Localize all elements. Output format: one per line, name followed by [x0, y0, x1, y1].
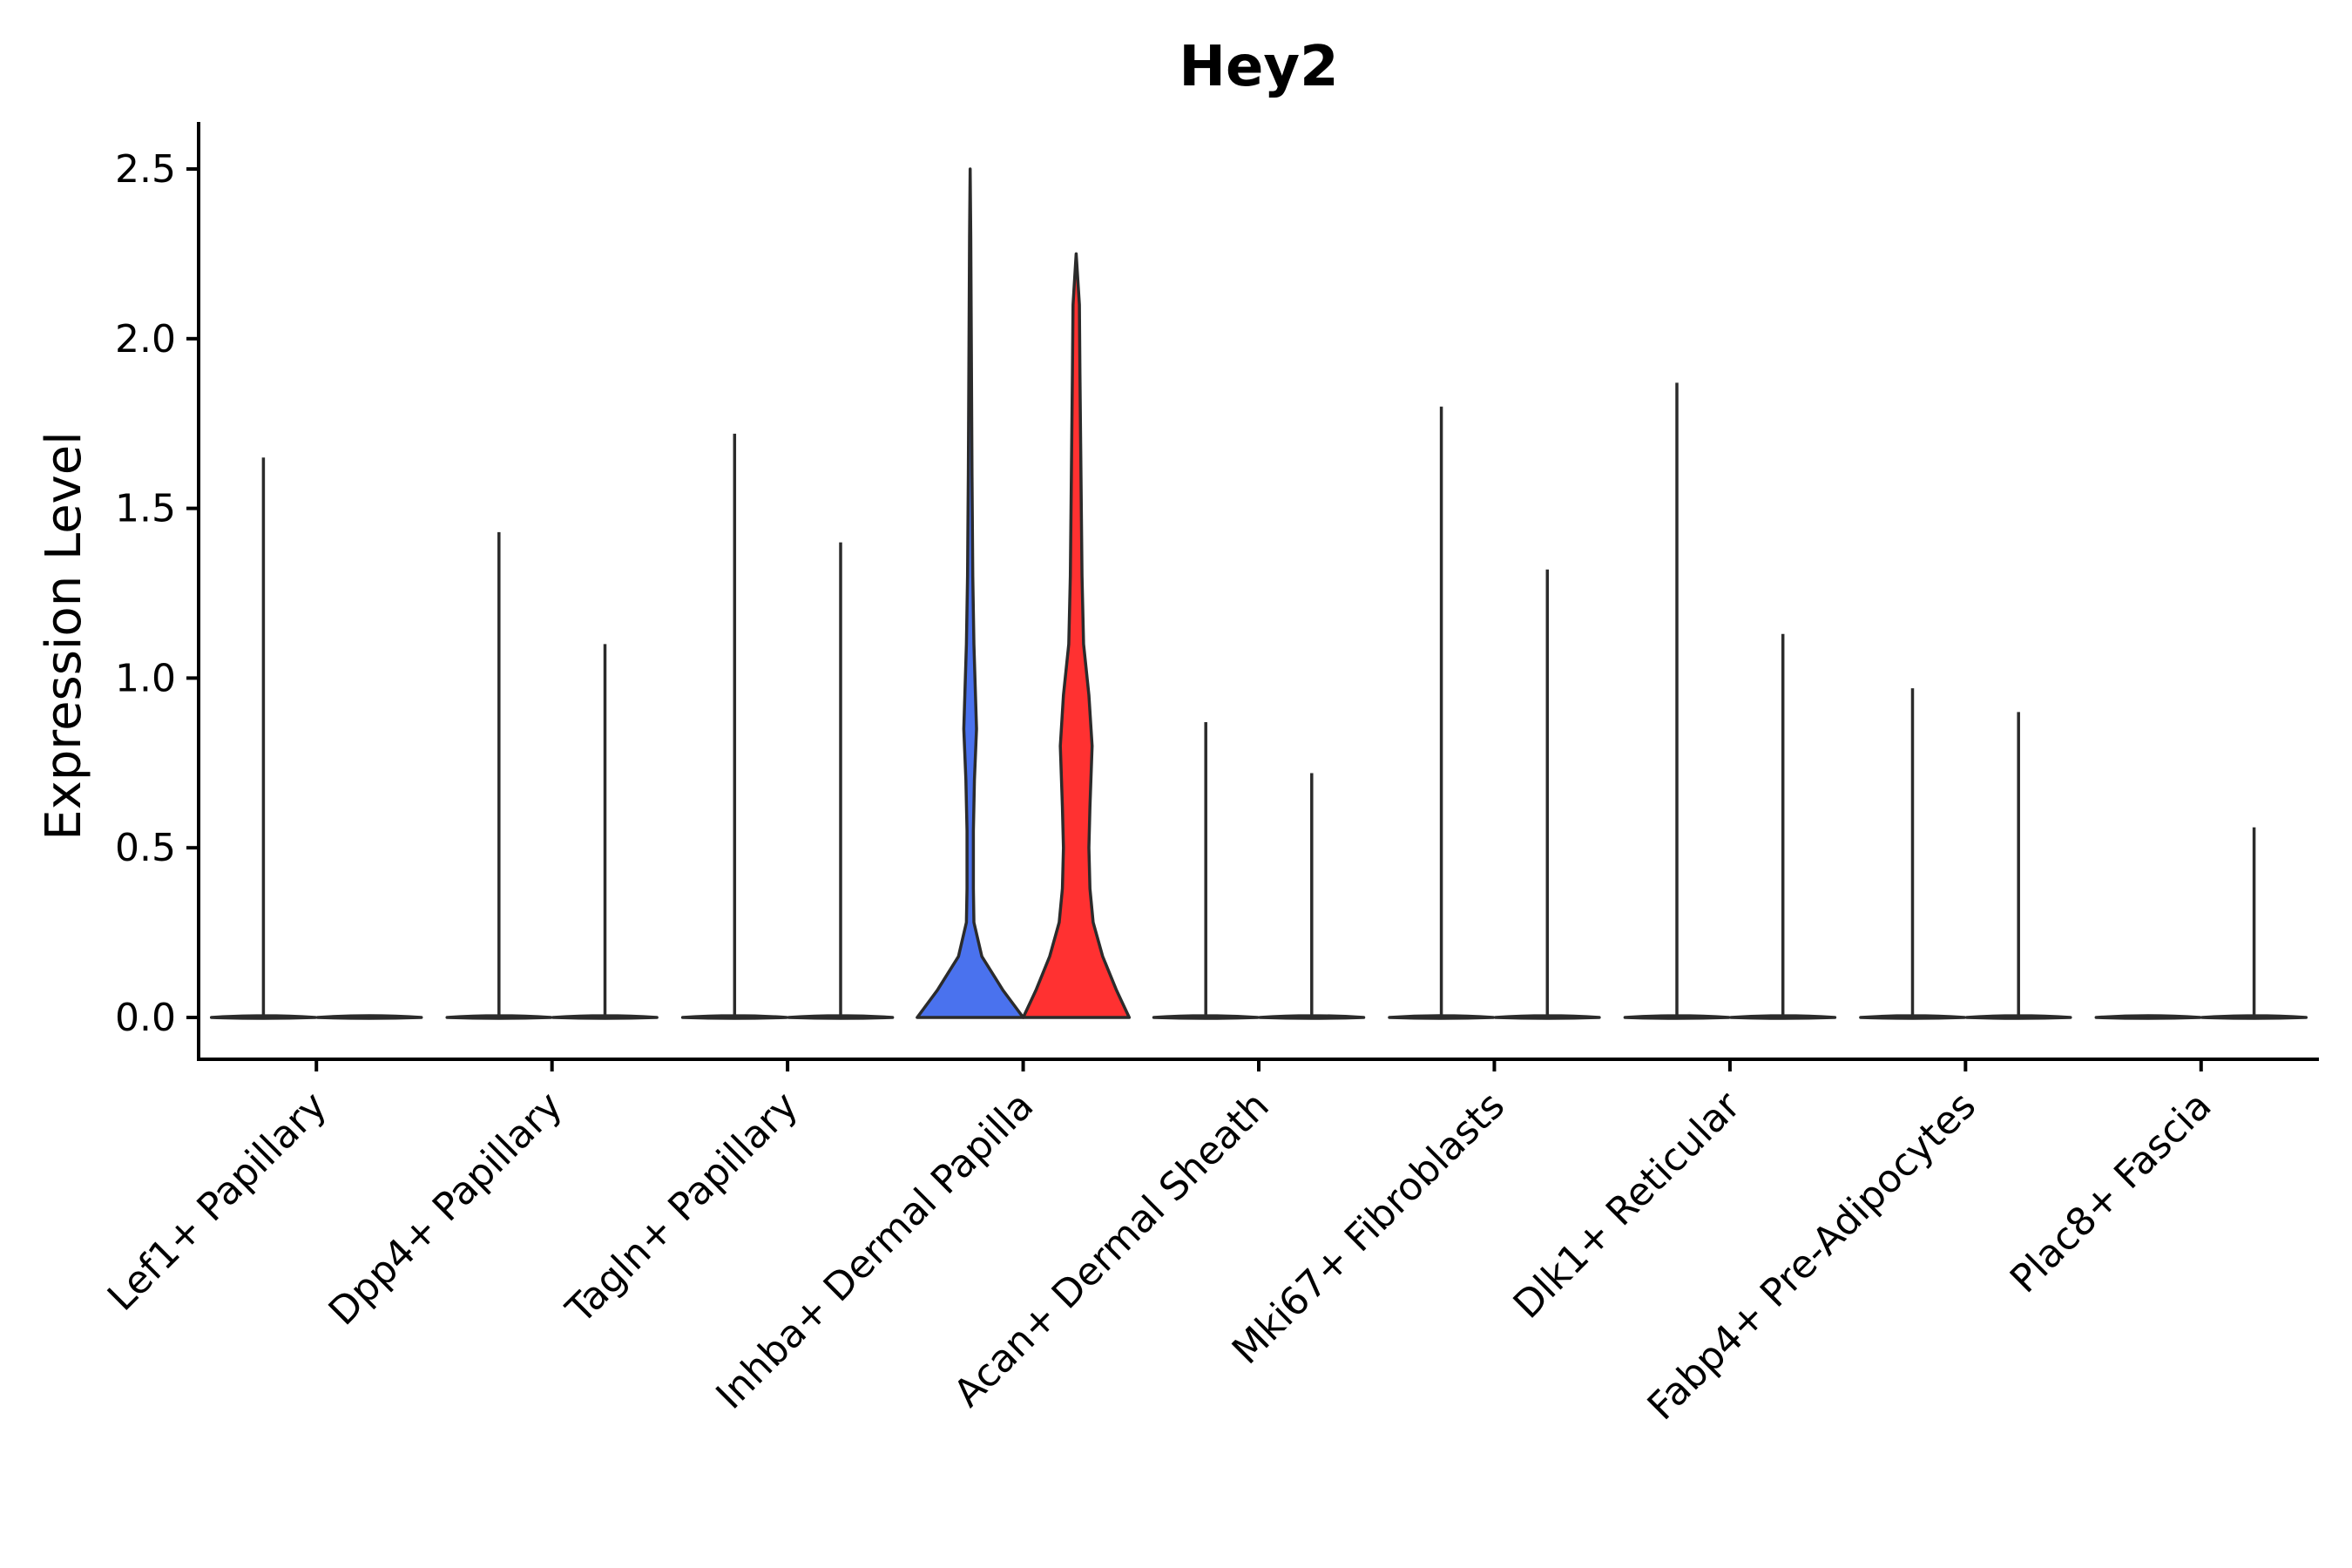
y-tick-label: 1.5: [115, 487, 176, 531]
x-tick-label-dpp4-papillary: Dpp4+ Papillary: [321, 1084, 571, 1335]
x-tick-label-tagln-papillary: Tagln+ Papillary: [558, 1084, 807, 1333]
violin-dpp4-papillary-group2: [551, 644, 659, 1020]
violin-lef1-papillary-group2: [315, 1014, 423, 1020]
x-tick-label-dlk1-reticular: Dlk1+ Reticular: [1505, 1083, 1750, 1328]
violin-plac8-fascia-group1: [2094, 1014, 2202, 1020]
violin-inhba-dermal-papilla-group2: [1021, 252, 1132, 1019]
violin-dlk1-reticular-group1: [1623, 382, 1731, 1020]
violin-acan-dermal-sheath-group2: [1258, 773, 1366, 1020]
violin-tagln-papillary-group2: [787, 542, 895, 1020]
violin-plac8-fascia-group2: [2200, 827, 2308, 1020]
y-tick-label: 0.5: [115, 826, 176, 870]
violin-dpp4-papillary-group1: [445, 531, 553, 1020]
violin-lef1-papillary-group1: [209, 457, 317, 1020]
x-tick-label-mki67-fibroblasts: Mki67+ Fibroblasts: [1224, 1084, 1513, 1373]
violin-dlk1-reticular-group2: [1729, 633, 1837, 1020]
y-axis: 0.0 0.5 1.0 1.5 2.0 2.5: [115, 122, 200, 1059]
violin-fabp4-pre-adipocytes-group2: [1964, 712, 2072, 1020]
violin-acan-dermal-sheath-group1: [1152, 722, 1260, 1020]
x-tick-label-plac8-fascia: Plac8+ Fascia: [2002, 1084, 2220, 1302]
violin-inhba-dermal-papilla-group1: [916, 167, 1025, 1019]
violin-tagln-papillary-group1: [680, 433, 788, 1020]
violins-layer: [209, 167, 2308, 1020]
violin-fabp4-pre-adipocytes-group1: [1859, 688, 1966, 1020]
y-axis-label: Expression Level: [36, 431, 92, 841]
y-tick-label: 2.5: [115, 147, 176, 192]
y-tick-label: 0.0: [115, 996, 176, 1040]
violin-mki67-fibroblasts-group1: [1388, 406, 1495, 1020]
y-tick-label: 1.0: [115, 656, 176, 700]
chart-title: Hey2: [1179, 35, 1338, 99]
x-tick-label-lef1-papillary: Lef1+ Papillary: [99, 1084, 335, 1320]
violin-mki67-fibroblasts-group2: [1493, 569, 1601, 1020]
y-tick-label: 2.0: [115, 317, 176, 362]
